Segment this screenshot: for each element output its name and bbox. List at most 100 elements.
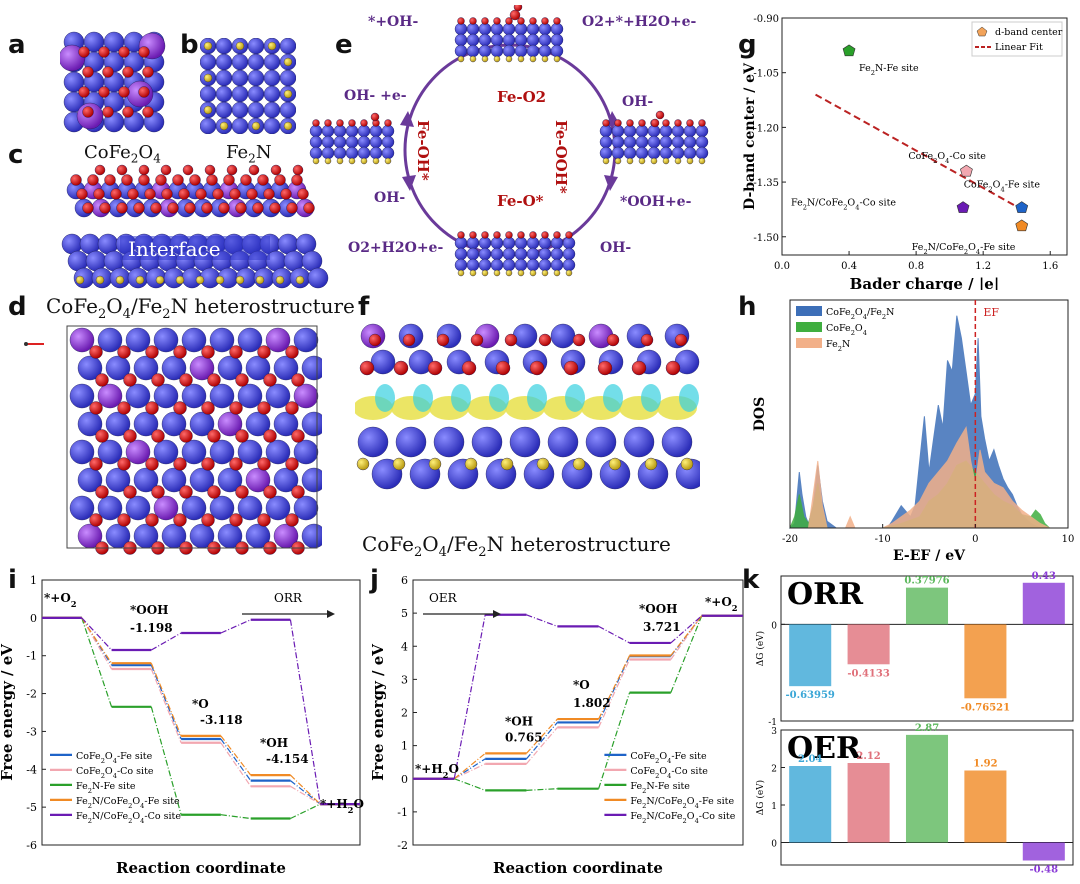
bar-value-label: -0.76521: [961, 702, 1010, 713]
fe-atom: [381, 135, 395, 149]
fe-atom: [217, 411, 243, 437]
heterostructure-label-f: CoFe2O4/Fe2N heterostructure: [362, 532, 671, 560]
o-atom: [263, 485, 277, 499]
o-atom: [631, 360, 647, 376]
fe-atom: [357, 146, 371, 160]
bar-value-label: -0.63959: [786, 690, 835, 701]
o-atom: [150, 202, 162, 214]
o-atom: [87, 174, 99, 186]
o-atom: [493, 231, 501, 239]
n-atom: [541, 269, 549, 277]
fe-atom: [611, 146, 625, 160]
data-point: [956, 201, 970, 213]
n-atom: [283, 89, 293, 99]
fe-atom: [105, 467, 131, 493]
fe-atom: [273, 467, 299, 493]
fe-atom: [333, 135, 347, 149]
bar: [964, 624, 1007, 699]
fe-atom: [671, 146, 685, 160]
fe-atom: [538, 22, 552, 36]
y-tick-label: 0: [401, 773, 408, 786]
energy-connector: [598, 692, 631, 789]
o-atom: [248, 164, 260, 176]
n-atom: [295, 275, 305, 285]
o-atom: [229, 401, 243, 415]
o-atom: [291, 373, 305, 387]
fe-atom: [231, 53, 249, 71]
o-atom: [182, 164, 194, 176]
o-atom: [505, 231, 513, 239]
fe-atom: [97, 327, 123, 353]
energy-annotation: -4.154: [266, 752, 309, 766]
fe-atom: [538, 236, 552, 250]
fe-atom: [502, 44, 516, 58]
fe-atom: [189, 355, 215, 381]
o-atom: [223, 174, 235, 186]
n-atom: [348, 157, 356, 165]
fe-atom: [333, 146, 347, 160]
energy-annotation: *O: [192, 697, 209, 711]
legend-label: Fe2N-Fe site: [76, 781, 136, 795]
o-atom: [280, 188, 292, 200]
fe-atom: [550, 44, 564, 58]
o-atom: [384, 119, 392, 127]
fe-atom: [562, 247, 576, 261]
fe-atom: [345, 146, 359, 160]
o-atom: [161, 188, 173, 200]
n-atom: [115, 275, 125, 285]
o-atom: [179, 429, 193, 443]
o-atom: [138, 86, 150, 98]
fe-atom: [490, 258, 504, 272]
o-atom: [517, 17, 525, 25]
n-atom: [572, 457, 586, 471]
o-atom: [495, 360, 511, 376]
fe-atom: [321, 135, 335, 149]
energy-annotation: 3.721: [643, 620, 681, 634]
o-atom: [257, 513, 271, 527]
point-label: CoFe2O4-Fe site: [964, 180, 1041, 194]
o-atom: [541, 231, 549, 239]
fe-atom: [301, 523, 322, 549]
legend-label: CoFe2O4-Co site: [76, 766, 154, 780]
o-atom: [82, 66, 94, 78]
n-atom: [493, 55, 501, 63]
o-atom: [553, 17, 561, 25]
o-atom: [563, 360, 579, 376]
legend-marker-dband: [976, 26, 988, 37]
o-atom: [553, 231, 561, 239]
fe-atom: [133, 355, 159, 381]
chart-h-dos: EF -20 -10 0 10 E-EF / eV DOS CoFe2O4/Fe2N CoFe2…: [752, 299, 1074, 564]
o-atom: [127, 188, 139, 200]
y-tick-label: -1.35: [753, 178, 779, 189]
fe-atom: [181, 439, 207, 465]
o-atom: [626, 119, 634, 127]
o-atom: [138, 174, 150, 186]
o-atom: [285, 401, 299, 415]
energy-connector: [670, 615, 703, 693]
fe-atom: [161, 467, 187, 493]
n-atom: [469, 55, 477, 63]
energy-connector: [220, 735, 252, 776]
fe-atom: [369, 146, 383, 160]
fe-atom: [512, 323, 538, 349]
o-atom: [257, 457, 271, 471]
legend-label: CoFe2O4-Fe site: [630, 751, 707, 765]
fe-atom: [345, 124, 359, 138]
fe-atom: [550, 22, 564, 36]
step-oh-right-top: OH-: [622, 94, 654, 110]
o-atom: [606, 333, 620, 347]
fe-atom: [585, 426, 617, 458]
y-tick-label: -1.05: [753, 69, 779, 80]
energy-annotation: *+O2: [44, 591, 77, 609]
n-atom: [626, 157, 634, 165]
o-atom: [291, 429, 305, 443]
legend-label: CoFe2O4: [826, 323, 867, 337]
fe-atom: [671, 135, 685, 149]
o-atom: [291, 485, 305, 499]
panel-letter-j: j: [370, 565, 379, 595]
o-atom: [470, 333, 484, 347]
fe-atom: [97, 439, 123, 465]
o-atom: [94, 164, 106, 176]
point-label: CoFe2O4-Co site: [908, 151, 986, 165]
o-atom: [123, 485, 137, 499]
